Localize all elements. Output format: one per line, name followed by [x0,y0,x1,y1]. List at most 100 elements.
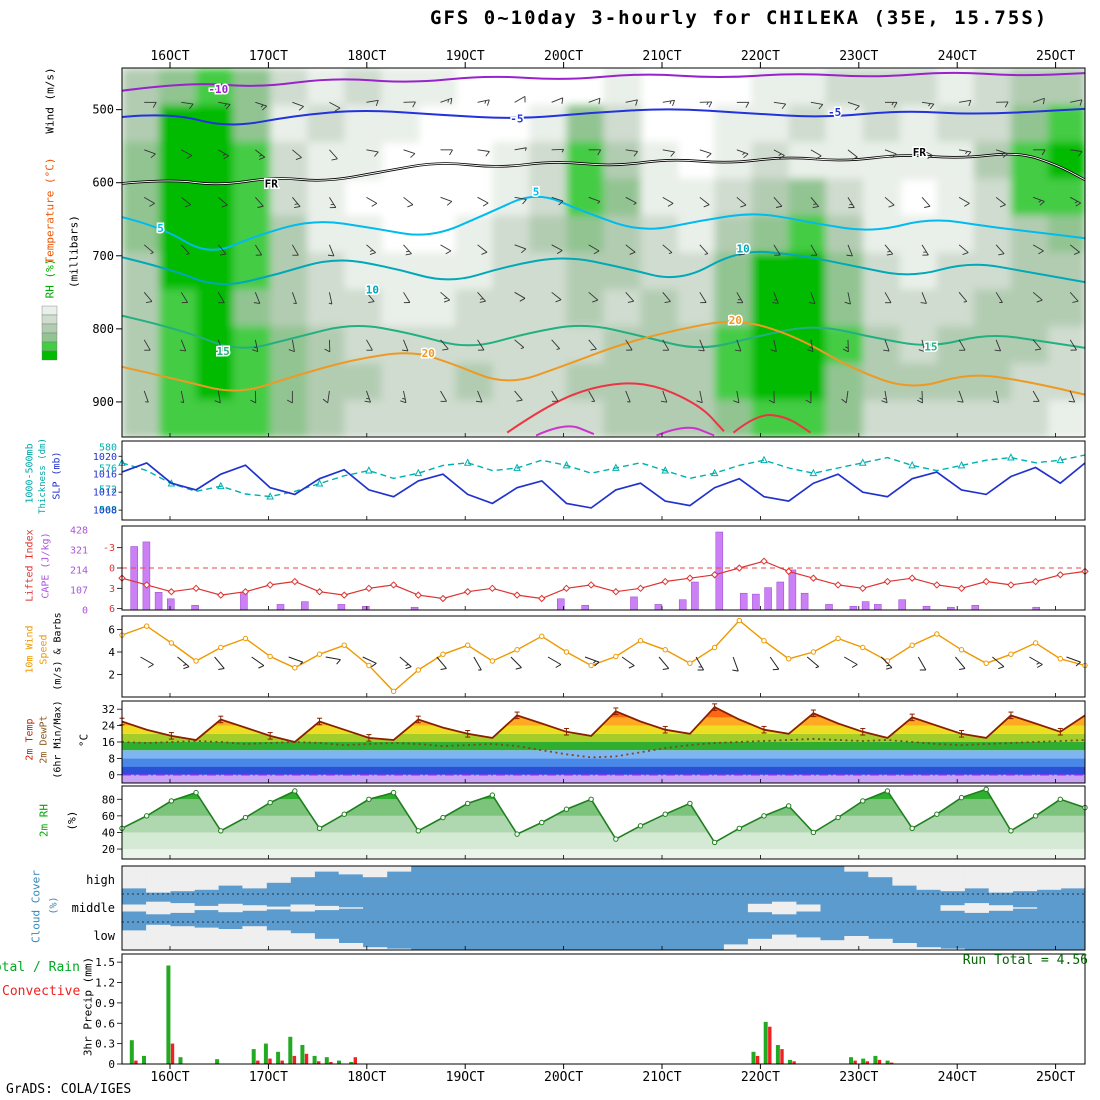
wind-barb [510,656,522,670]
rh-band-fill [122,789,1085,859]
wind-barb [698,339,705,352]
cape-bar [581,605,589,611]
wind-barb [957,390,964,403]
panel-upper-air: -10 -5 -5 FR FR 5 5 10 10 15 15 20 20 [122,68,1085,437]
total-precip-bar [300,1045,305,1064]
total-precip-bar [763,1021,768,1064]
x-tick-label-top: 19OCT [446,49,485,64]
svg-text:high: high [86,873,115,887]
svg-text:16: 16 [102,736,115,749]
rh-colorbar-swatch [41,350,58,361]
svg-text:80: 80 [102,793,115,806]
wind-barb [807,339,814,353]
cape-bar [922,606,931,611]
svg-text:-5: -5 [510,112,523,125]
wind-barb [958,244,969,256]
cape-bar [691,581,699,611]
x-tick-label-top: 24OCT [938,49,977,64]
cloud-cover-unit-label: (%) [48,896,60,915]
wind-barb [699,149,712,158]
svg-text:10: 10 [366,283,379,296]
wind-barb [286,390,293,404]
total-rain-legend-label: Total / Rain [0,960,80,975]
convective-precip-bar [256,1060,260,1064]
convective-precip-bar [780,1049,784,1064]
svg-text:3: 3 [109,584,115,595]
wind-barb [995,244,1005,256]
svg-text:321: 321 [70,546,88,557]
x-tick-label-bottom: 17OCT [249,1070,288,1085]
svg-text:FR: FR [913,146,927,159]
wind-barb [514,244,527,254]
total-precip-bar [751,1051,756,1064]
wind-barb [921,197,931,208]
x-tick-label-bottom: 19OCT [446,1070,485,1085]
x-tick-label-bottom: 25OCT [1036,1070,1075,1085]
wind-barb [477,339,485,351]
svg-text:6: 6 [108,624,115,637]
wind-barb [255,101,268,111]
svg-text:900: 900 [92,395,114,409]
total-precip-bar [263,1043,268,1064]
cape-bar [861,601,870,611]
thickness-line [121,454,1086,498]
convective-precip-bar [170,1043,175,1064]
wind-barb [958,292,968,303]
wind-barb [325,656,341,665]
wind-barb [140,656,154,668]
convective-precip-bar [792,1061,796,1064]
rh-line [121,788,1086,844]
wind-barb [440,291,451,303]
wind-barb [588,97,601,105]
wind-barb [180,244,190,255]
cape-bar [800,592,809,611]
svg-text:1008: 1008 [93,506,117,517]
wind-barb [658,656,670,671]
convective-precip-bar [329,1062,333,1064]
svg-text:0: 0 [82,606,88,617]
total-precip-bar [178,1057,183,1064]
wind-barb [958,99,972,107]
wind-barb [143,339,151,351]
svg-text:20: 20 [102,843,115,856]
wind-barb [514,390,523,402]
wind-barb [551,339,561,350]
wind-barb [734,339,742,352]
svg-text:214: 214 [70,566,88,577]
wind-barb [218,196,228,208]
wind-barb [847,149,858,160]
wind-barb [1032,390,1040,402]
rh2m-unit-label: (%) [65,810,79,831]
wind-barb [403,149,416,158]
wind-barb [810,101,824,110]
svg-text:2: 2 [108,669,115,682]
wind-barb [994,339,1002,352]
wind-barb [1032,97,1045,105]
wind-barb [736,292,744,304]
total-precip-bar [349,1062,354,1064]
cape-bar [167,598,175,611]
wind-barb [251,339,259,352]
wind-barb [588,390,596,402]
cape-bar [898,599,906,611]
cape-bar [142,541,151,611]
wind-barb [588,149,602,156]
wind-barb [440,390,447,402]
wind-barb [1032,196,1045,206]
wind-barb [695,656,705,671]
wind-barb [662,149,675,157]
wind-barb [1069,339,1077,351]
svg-text:580: 580 [99,443,117,454]
panel-border [121,67,1086,438]
svg-text:428: 428 [70,526,88,537]
convective-precip-bar [268,1058,272,1064]
wind-barb [584,656,600,667]
cape-bar [362,606,370,611]
wind-barb [440,196,453,206]
wind-barb [217,292,225,304]
wind-barb [255,149,266,160]
wind-barb [514,196,527,205]
svg-text:-3: -3 [103,543,115,554]
cape-bar [191,605,199,611]
